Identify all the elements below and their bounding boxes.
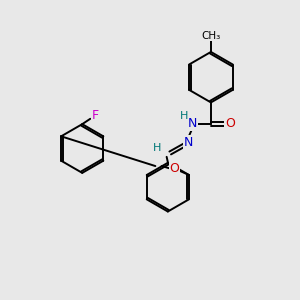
Text: H: H: [153, 143, 161, 153]
Text: F: F: [92, 109, 99, 122]
Text: CH₃: CH₃: [201, 31, 220, 40]
Text: N: N: [183, 136, 193, 149]
Text: O: O: [169, 162, 179, 175]
Text: N: N: [188, 117, 197, 130]
Text: O: O: [225, 117, 235, 130]
Text: H: H: [180, 110, 188, 121]
